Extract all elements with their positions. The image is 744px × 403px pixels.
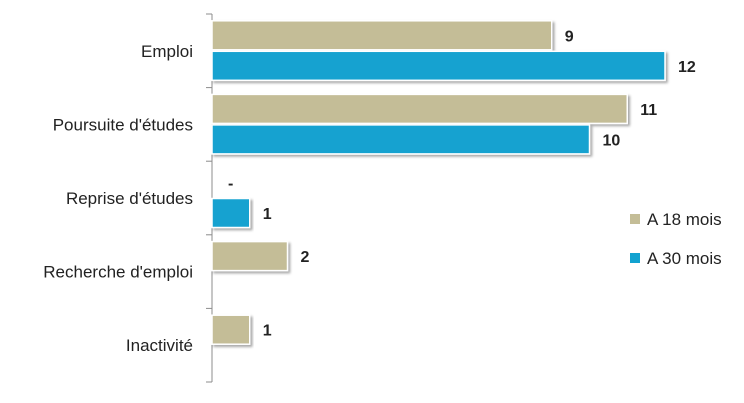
legend: A 18 mois A 30 mois — [630, 210, 722, 268]
category-axis — [206, 13, 213, 383]
value-label-a-18-mois-reprise-d-etudes: - — [228, 176, 233, 193]
value-label-a-18-mois-emploi: 9 — [565, 28, 574, 45]
category-labels: Emploi Poursuite d'études Reprise d'études… — [43, 42, 193, 355]
bar-a-18-mois-inactivite — [211, 314, 251, 345]
legend-swatch-a-18-mois — [630, 214, 640, 224]
legend-swatch-a-30-mois — [630, 253, 640, 263]
bar-a-30-mois-emploi — [211, 50, 666, 82]
bar-a-30-mois-reprise-d-etudes — [211, 197, 251, 229]
category-label-poursuite-d-etudes: Poursuite d'études — [53, 115, 193, 134]
legend-label-a-18-mois: A 18 mois — [647, 210, 722, 229]
value-label-a-18-mois-inactivite: 1 — [263, 323, 272, 340]
value-label-a-18-mois-recherche-d-emploi: 2 — [301, 249, 310, 266]
bars-group — [211, 20, 666, 345]
bar-a-18-mois-recherche-d-emploi — [211, 240, 289, 272]
category-label-reprise-d-etudes: Reprise d'études — [66, 189, 193, 208]
value-label-a-30-mois-emploi: 12 — [678, 59, 696, 76]
category-label-recherche-d-emploi: Recherche d'emploi — [43, 263, 193, 282]
legend-label-a-30-mois: A 30 mois — [647, 249, 722, 268]
value-label-a-30-mois-poursuite-d-etudes: 10 — [603, 132, 621, 149]
bar-a-30-mois-poursuite-d-etudes — [211, 124, 591, 155]
bar-a-18-mois-emploi — [211, 20, 553, 51]
value-label-a-30-mois-reprise-d-etudes: 1 — [263, 206, 272, 223]
category-label-emploi: Emploi — [141, 42, 193, 61]
category-label-inactivite: Inactivité — [126, 336, 193, 355]
value-label-a-18-mois-poursuite-d-etudes: 11 — [640, 102, 657, 119]
bar-a-18-mois-poursuite-d-etudes — [211, 93, 628, 125]
